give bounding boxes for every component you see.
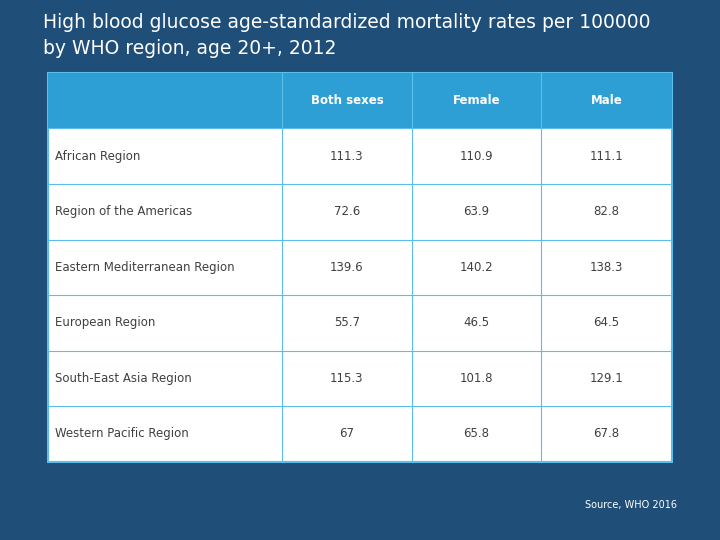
- Text: Region of the Americas: Region of the Americas: [55, 205, 193, 218]
- Text: Western Pacific Region: Western Pacific Region: [55, 428, 189, 441]
- Text: 111.1: 111.1: [590, 150, 624, 163]
- Text: 139.6: 139.6: [330, 261, 364, 274]
- Text: 101.8: 101.8: [460, 372, 493, 385]
- Text: 115.3: 115.3: [330, 372, 364, 385]
- Text: 65.8: 65.8: [464, 428, 490, 441]
- Text: South-East Asia Region: South-East Asia Region: [55, 372, 192, 385]
- Text: Male: Male: [590, 94, 623, 107]
- Text: 111.3: 111.3: [330, 150, 364, 163]
- Text: Female: Female: [453, 94, 500, 107]
- Text: Both sexes: Both sexes: [310, 94, 383, 107]
- Text: 46.5: 46.5: [464, 316, 490, 329]
- FancyBboxPatch shape: [48, 73, 672, 462]
- Text: African Region: African Region: [55, 150, 141, 163]
- Text: 67.8: 67.8: [593, 428, 620, 441]
- Text: 140.2: 140.2: [460, 261, 493, 274]
- Text: 55.7: 55.7: [334, 316, 360, 329]
- Text: 82.8: 82.8: [593, 205, 620, 218]
- Text: Eastern Mediterranean Region: Eastern Mediterranean Region: [55, 261, 235, 274]
- Text: High blood glucose age-standardized mortality rates per 100000
by WHO region, ag: High blood glucose age-standardized mort…: [43, 14, 651, 57]
- Text: 72.6: 72.6: [334, 205, 360, 218]
- Text: 67: 67: [339, 428, 354, 441]
- Text: 110.9: 110.9: [460, 150, 493, 163]
- Text: European Region: European Region: [55, 316, 156, 329]
- FancyBboxPatch shape: [48, 73, 672, 129]
- Text: Source, WHO 2016: Source, WHO 2016: [585, 500, 677, 510]
- Text: 64.5: 64.5: [593, 316, 620, 329]
- Text: 129.1: 129.1: [590, 372, 624, 385]
- Text: 63.9: 63.9: [464, 205, 490, 218]
- Text: 138.3: 138.3: [590, 261, 624, 274]
